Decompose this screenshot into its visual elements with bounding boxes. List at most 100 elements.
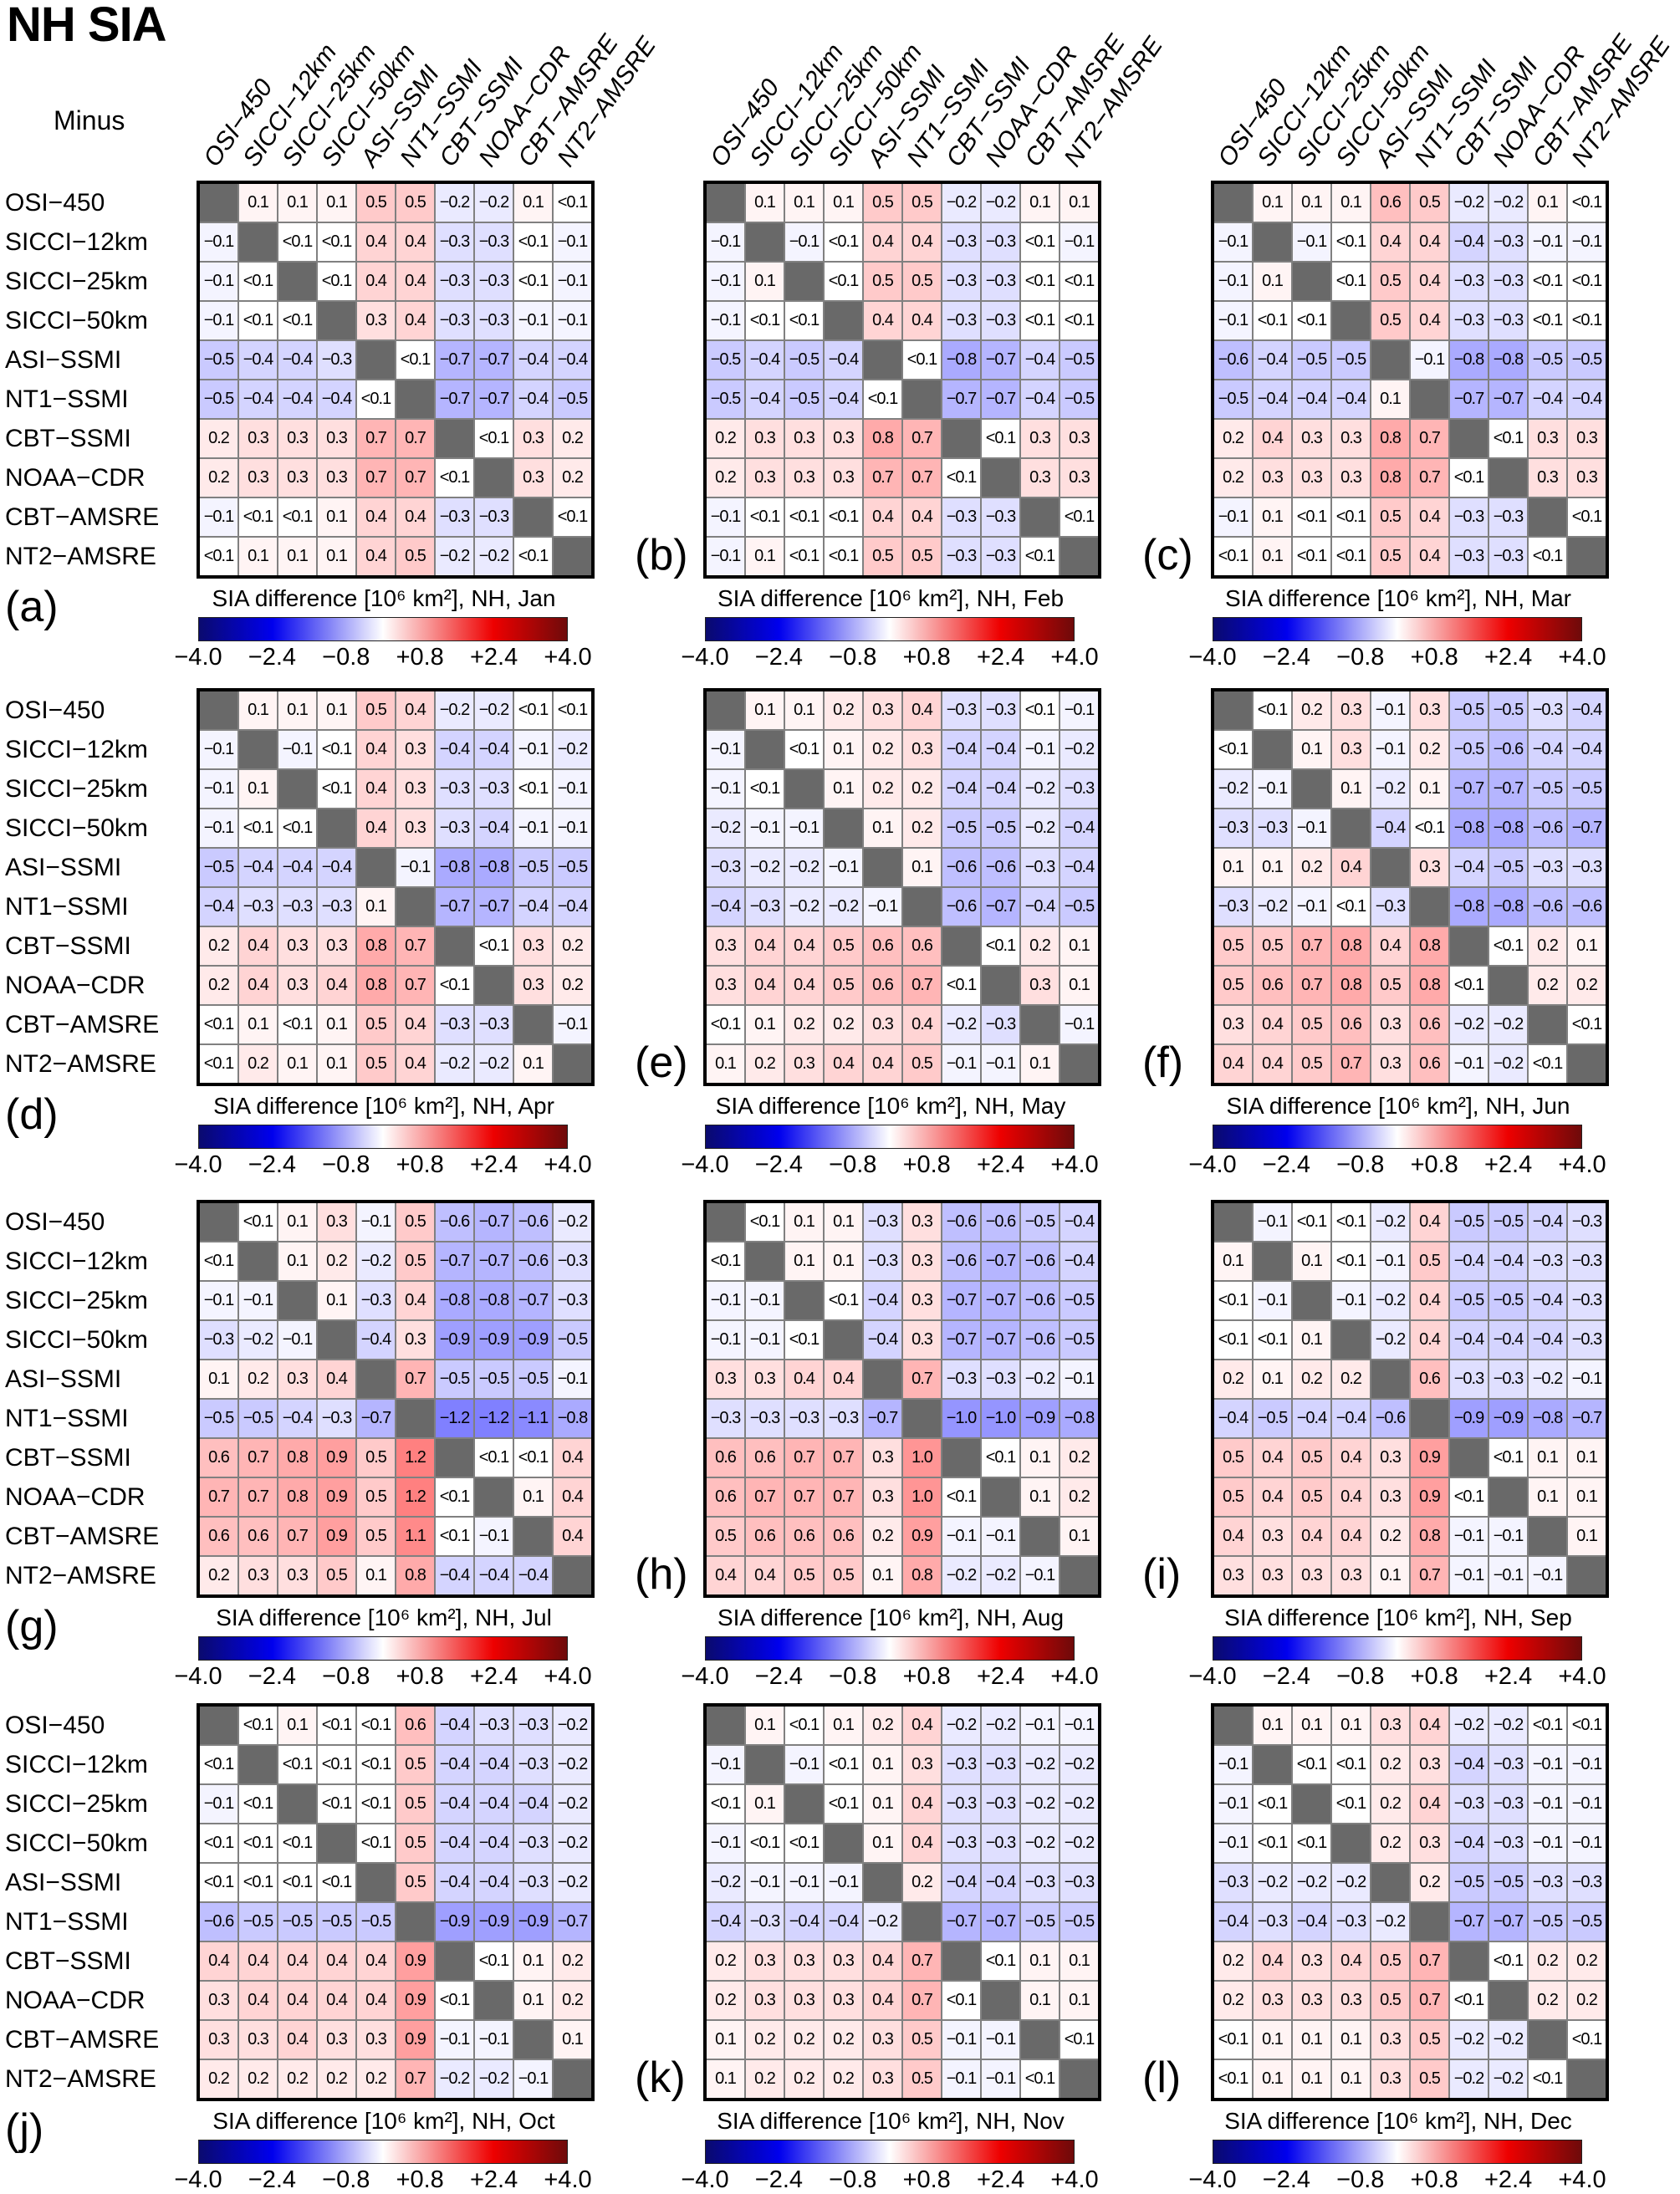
matrix-cell: <0.1: [396, 341, 434, 379]
matrix-cell: −0.4: [436, 1824, 473, 1862]
matrix-cell: −0.3: [1489, 1824, 1527, 1862]
matrix-cell: 0.7: [1411, 1942, 1448, 1980]
matrix-cell: 0.3: [825, 1942, 862, 1980]
matrix-cell: −0.4: [982, 1864, 1019, 1901]
matrix-cell: −0.3: [436, 1006, 473, 1043]
matrix-cell: 0.7: [1293, 927, 1330, 965]
diagonal-cell: [554, 1045, 591, 1083]
diagonal-cell: [1489, 1982, 1527, 2019]
matrix-cell: 0.4: [1254, 1439, 1291, 1477]
matrix-cell: 0.9: [318, 1518, 355, 1555]
matrix-cell: 0.1: [1254, 849, 1291, 886]
matrix-cell: 0.5: [1254, 927, 1291, 965]
matrix-cell: 0.6: [1411, 1006, 1448, 1043]
matrix-cell: −0.7: [982, 1903, 1019, 1941]
matrix-cell: 0.3: [825, 420, 862, 457]
matrix-cell: −0.1: [514, 809, 552, 847]
matrix-cell: 0.3: [318, 1203, 355, 1241]
matrix-cell: −0.1: [1060, 1707, 1098, 1744]
matrix-cell: 0.1: [1254, 1707, 1291, 1744]
matrix-cell: −0.2: [942, 1557, 980, 1594]
matrix-cell: −0.1: [707, 302, 744, 339]
matrix-cell: −0.9: [436, 1903, 473, 1941]
panel-letter: (b): [635, 531, 688, 579]
matrix-cell: −0.5: [942, 809, 980, 847]
matrix-cell: −0.6: [1214, 341, 1252, 379]
matrix-cell: −0.3: [1489, 1360, 1527, 1398]
matrix-cell: −0.8: [1489, 888, 1527, 926]
matrix-cell: 0.3: [357, 2021, 395, 2059]
matrix-cell: 0.5: [707, 1518, 744, 1555]
diagonal-cell: [1411, 1400, 1448, 1437]
matrix-cell: 0.4: [278, 1942, 316, 1980]
matrix-cell: −0.7: [982, 1242, 1019, 1280]
matrix-cell: 0.1: [278, 1203, 316, 1241]
matrix-cell: −0.5: [1529, 770, 1566, 808]
matrix-cell: 0.5: [396, 1242, 434, 1280]
matrix-cell: <0.1: [982, 420, 1019, 457]
diagonal-cell: [1293, 263, 1330, 300]
row-label: NT1−SSMI: [5, 1907, 129, 1936]
heatmap-matrix-apr: 0.1 0.1 0.1 0.5 0.4 −0.2 −0.2 <0.1 <0.1 −0.1 −0.1 <…: [197, 688, 595, 1086]
matrix-cell: 0.5: [357, 1439, 395, 1477]
matrix-cell: −0.4: [514, 1557, 552, 1594]
matrix-cell: −0.5: [1450, 1203, 1488, 1241]
diagonal-cell: [707, 1707, 744, 1744]
colorbar: [705, 1125, 1075, 1149]
matrix-cell: 0.5: [396, 1203, 434, 1241]
matrix-cell: 0.4: [864, 1982, 901, 2019]
matrix-cell: 0.7: [239, 1478, 277, 1516]
diagonal-cell: [278, 1785, 316, 1823]
matrix-cell: −0.5: [278, 1903, 316, 1941]
matrix-cell: <0.1: [1293, 1746, 1330, 1783]
matrix-cell: 0.1: [1371, 1557, 1409, 1594]
diagonal-cell: [1254, 223, 1291, 261]
matrix-cell: −0.5: [1489, 691, 1527, 729]
matrix-cell: −0.1: [1568, 1824, 1606, 1862]
colorbar-tick-label: −2.4: [248, 2166, 297, 2193]
heatmap-matrix-may: 0.1 0.1 0.2 0.3 0.4 −0.3 −0.3 <0.1 −0.1 −0.1 <0.1 0…: [703, 688, 1101, 1086]
colorbar-tick-label: +2.4: [469, 2166, 518, 2193]
matrix-cell: <0.1: [475, 1439, 513, 1477]
matrix-cell: −0.9: [1489, 1400, 1527, 1437]
matrix-cell: 0.1: [1060, 1942, 1098, 1980]
matrix-cell: −0.1: [396, 849, 434, 886]
diagonal-cell: [318, 809, 355, 847]
colorbar-tick-label: −4.0: [174, 1151, 222, 1178]
matrix-cell: <0.1: [1021, 263, 1059, 300]
matrix-cell: 0.3: [1371, 1006, 1409, 1043]
matrix-cell: −1.2: [436, 1400, 473, 1437]
matrix-cell: −0.1: [785, 223, 823, 261]
matrix-cell: −0.1: [982, 2060, 1019, 2098]
matrix-cell: <0.1: [1568, 2021, 1606, 2059]
matrix-cell: <0.1: [1293, 302, 1330, 339]
matrix-cell: −0.3: [1568, 1203, 1606, 1241]
matrix-cell: 0.1: [1214, 1242, 1252, 1280]
matrix-cell: 0.2: [707, 1982, 744, 2019]
matrix-cell: 0.1: [1332, 184, 1370, 222]
diagonal-cell: [1450, 927, 1488, 965]
matrix-cell: 0.2: [318, 1242, 355, 1280]
matrix-cell: 0.5: [1293, 1478, 1330, 1516]
matrix-cell: −0.2: [554, 1864, 591, 1901]
matrix-cell: 0.2: [1371, 1824, 1409, 1862]
matrix-cell: 0.1: [746, 1707, 784, 1744]
row-label: NT2−AMSRE: [5, 542, 156, 570]
matrix-cell: 0.9: [396, 1942, 434, 1980]
matrix-cell: −0.9: [1021, 1400, 1059, 1437]
matrix-cell: −0.5: [1529, 1903, 1566, 1941]
matrix-cell: 0.5: [1411, 2021, 1448, 2059]
matrix-cell: 0.2: [357, 2060, 395, 2098]
matrix-cell: −0.2: [1489, 2060, 1527, 2098]
matrix-cell: <0.1: [239, 1203, 277, 1241]
colorbar-tick-label: +4.0: [1558, 2166, 1606, 2193]
diagonal-cell: [436, 420, 473, 457]
matrix-cell: 0.1: [1254, 498, 1291, 536]
colorbar-caption: SIA difference [10⁶ km²], NH, Jun: [1226, 1093, 1570, 1119]
colorbar-caption: SIA difference [10⁶ km²], NH, Mar: [1224, 585, 1572, 611]
matrix-cell: 0.3: [318, 927, 355, 965]
matrix-cell: 0.4: [357, 770, 395, 808]
matrix-cell: 0.7: [396, 927, 434, 965]
matrix-cell: <0.1: [1060, 302, 1098, 339]
matrix-cell: −0.4: [864, 1282, 901, 1319]
